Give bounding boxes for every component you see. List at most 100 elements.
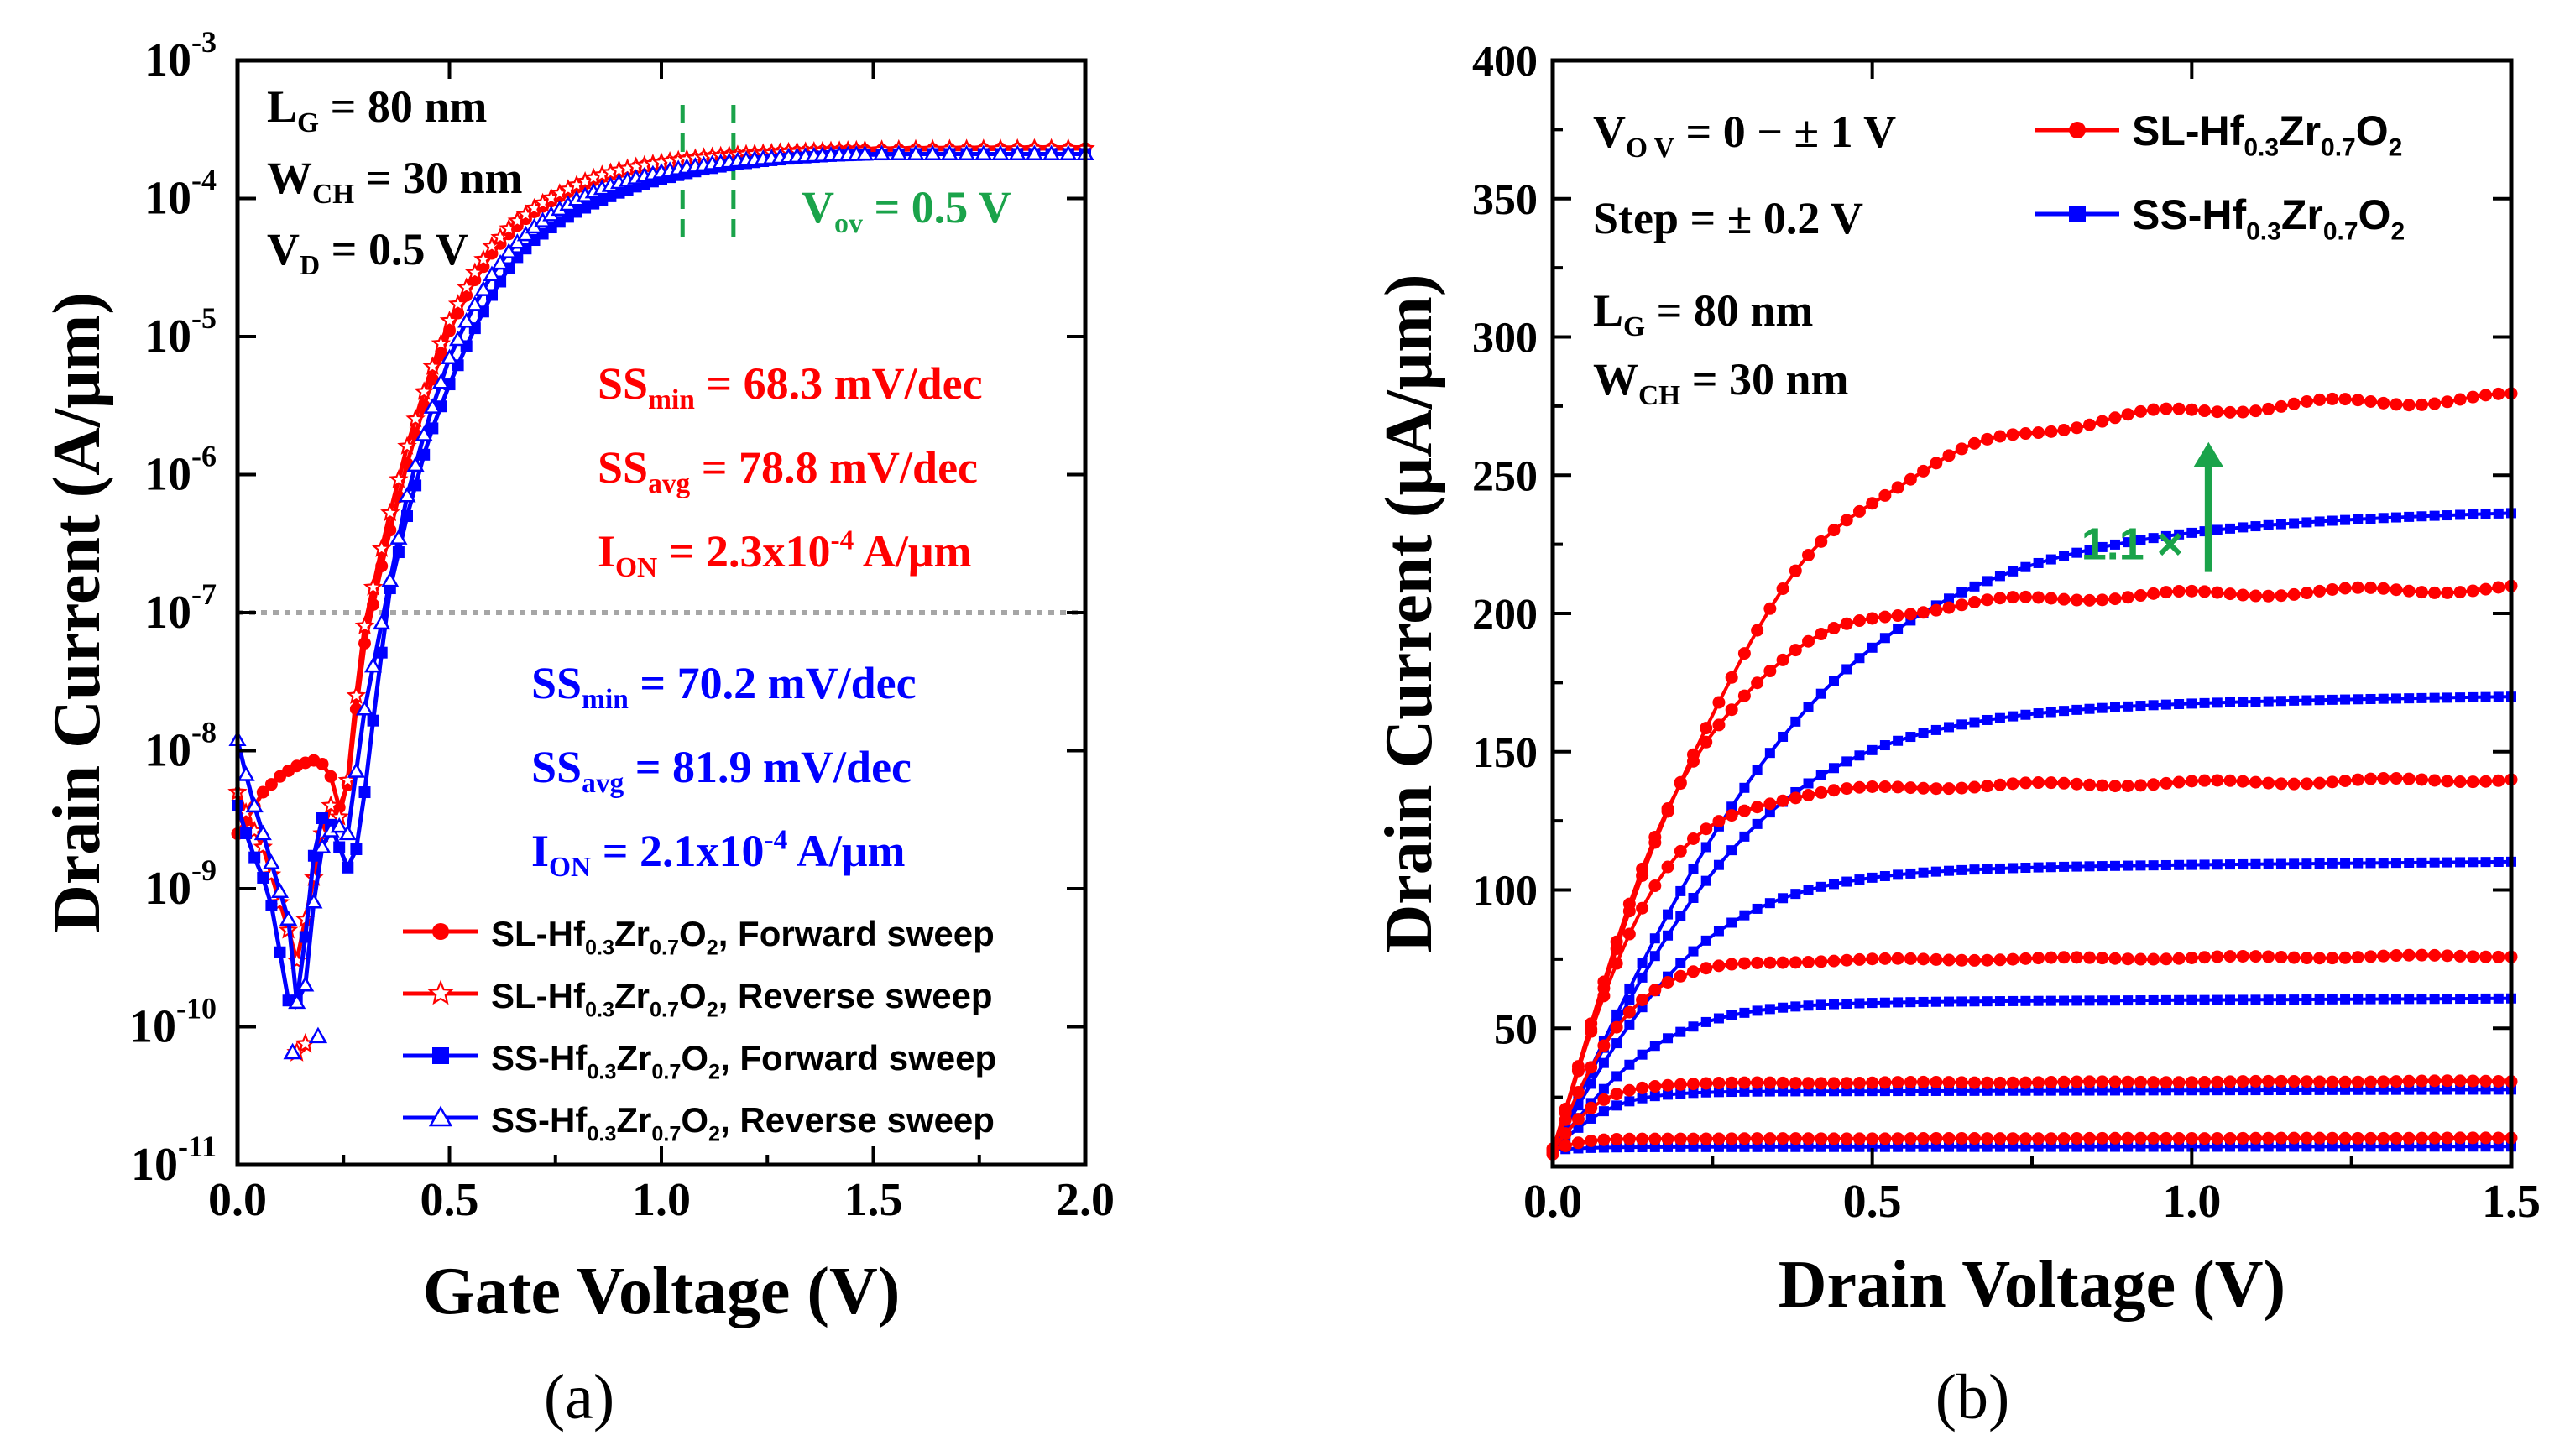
- data-point: [1828, 999, 1839, 1010]
- legend-label-a-2-d: , Reverse sweep: [718, 976, 993, 1015]
- legend-label-b-1-c: O: [2356, 107, 2389, 154]
- data-point: [2351, 1131, 2364, 1145]
- y-tick-label: 10-10: [129, 992, 217, 1053]
- data-point: [1610, 1132, 1623, 1145]
- data-point: [1042, 144, 1061, 161]
- data-point: [279, 910, 298, 926]
- data-point: [2185, 1132, 2198, 1145]
- data-point: [1751, 801, 1764, 814]
- data-point: [2236, 949, 2249, 963]
- data-point: [2492, 387, 2505, 400]
- y-tick-label: 10-6: [144, 440, 217, 501]
- y-tick-base: 10: [144, 34, 191, 86]
- data-point: [1878, 780, 1892, 793]
- data-point: [2147, 778, 2160, 791]
- data-point: [2084, 995, 2095, 1006]
- legend-marker: [432, 1047, 449, 1064]
- data-point: [1905, 1086, 1916, 1097]
- data-point: [1597, 982, 1611, 995]
- data-point: [2313, 1075, 2327, 1088]
- data-point: [2006, 1132, 2019, 1145]
- data-point: [2070, 593, 2083, 607]
- data-point: [1904, 472, 1917, 486]
- data-point: [2071, 861, 2082, 872]
- data-point: [2300, 394, 2313, 408]
- data-point: [2211, 774, 2224, 787]
- data-point: [1827, 622, 1841, 635]
- data-point: [2045, 995, 2056, 1006]
- data-point: [2300, 952, 2313, 965]
- data-point: [2019, 952, 2032, 965]
- data-point: [1944, 996, 1955, 1007]
- data-point: [1815, 955, 1828, 968]
- data-point: [2429, 857, 2440, 868]
- legend-label-a-1-s2: 0.7: [650, 937, 679, 960]
- data-point: [1993, 1132, 2007, 1145]
- data-point: [381, 571, 400, 587]
- data-point: [2390, 1075, 2403, 1088]
- data-point: [2263, 519, 2274, 530]
- data-point: [1993, 778, 2007, 791]
- data-point: [313, 838, 332, 854]
- data-point: [2045, 707, 2056, 718]
- data-point: [2351, 951, 2364, 964]
- data-point: [2238, 1085, 2249, 1096]
- annotation-ss-3-sub: ON: [549, 852, 591, 883]
- data-point: [2223, 774, 2237, 787]
- data-point: [1944, 722, 1955, 733]
- data-point: [2160, 1076, 2173, 1089]
- data-point: [1930, 1131, 1943, 1145]
- data-point: [1739, 1086, 1750, 1097]
- data-point: [2134, 589, 2147, 603]
- legend-label-b-2-c: O: [2358, 191, 2391, 238]
- data-point: [1993, 1076, 2007, 1089]
- data-point: [1585, 1113, 1596, 1124]
- data-point: [305, 893, 323, 909]
- data-point: [333, 841, 346, 853]
- data-point: [1994, 863, 2005, 874]
- data-point: [2377, 396, 2390, 410]
- data-point: [422, 356, 443, 375]
- data-point: [1955, 598, 1968, 612]
- data-point: [414, 381, 434, 400]
- panel-b-chart: 1.1 × 0.0 0.5 1.0 1.5 50 100 150 200 250 300 350 400…: [1372, 38, 2541, 1433]
- data-point: [2134, 1131, 2147, 1145]
- data-point: [2415, 773, 2428, 786]
- data-point: [1854, 998, 1865, 1009]
- data-point: [2172, 775, 2186, 789]
- data-point: [1967, 1132, 1981, 1145]
- data-point: [2442, 857, 2452, 868]
- data-point: [2059, 551, 2070, 561]
- data-point: [1803, 1000, 1814, 1011]
- data-point: [1878, 952, 1892, 965]
- data-point: [1993, 592, 2007, 605]
- data-point: [2199, 859, 2210, 870]
- data-point: [2404, 1141, 2415, 1152]
- data-point: [2441, 1131, 2454, 1145]
- data-point: [2249, 1074, 2262, 1088]
- legend-label-a-1-d: , Forward sweep: [718, 914, 995, 953]
- data-point: [1891, 952, 1904, 965]
- data-point: [2019, 590, 2032, 603]
- data-point: [2468, 1084, 2479, 1095]
- data-point: [2033, 708, 2044, 719]
- y-tick-exp: -11: [178, 1130, 217, 1163]
- data-point: [2223, 1075, 2237, 1088]
- data-point: [2238, 1141, 2249, 1152]
- annotation-ss-2-base: SS: [531, 742, 582, 792]
- data-point: [1700, 962, 1713, 975]
- data-point: [2338, 774, 2352, 787]
- data-point: [1622, 1083, 1636, 1097]
- data-point: [473, 248, 494, 269]
- annotation-sl-3-base: I: [598, 526, 615, 577]
- data-point: [2121, 780, 2134, 793]
- data-point: [2108, 1075, 2122, 1088]
- data-point: [1867, 872, 1878, 883]
- data-point: [2006, 1076, 2019, 1089]
- data-point: [466, 295, 484, 311]
- data-point: [1866, 952, 1879, 966]
- data-point: [1815, 770, 1826, 780]
- data-point: [2160, 859, 2171, 870]
- data-point: [440, 348, 459, 365]
- data-point: [2121, 591, 2134, 604]
